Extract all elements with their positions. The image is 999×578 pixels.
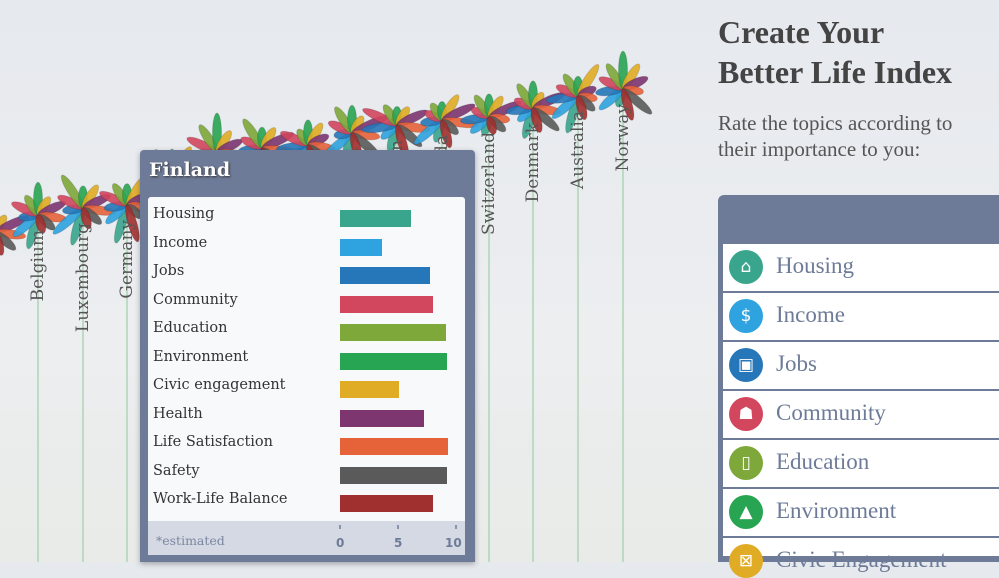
popup-country-name: Finland [149,159,231,181]
country-flower [595,50,653,121]
petal [620,88,635,121]
subtitle-line: importance to you: [761,137,921,161]
title-line: Better Life Index [718,54,953,90]
petal [439,119,453,149]
topic-label: Education [776,449,870,474]
topic-item-housing[interactable]: ⌂ Housing [723,242,999,291]
row-label: Education [153,320,228,336]
topic-label: Income [776,302,845,327]
topic-item-jobs[interactable]: ▣ Jobs [723,340,999,389]
petal [35,214,47,234]
topic-item-income[interactable]: $ Income [723,291,999,340]
subtitle: Rate the topics according to their impor… [718,110,993,162]
topic-item-civic-engagement[interactable]: ⊠ Civic Engagement [723,536,999,578]
row-label: Work-Life Balance [153,491,288,507]
row-label: Health [153,405,203,422]
country-flower [99,174,153,244]
popup-row: Housing [153,201,463,229]
row-label: Income [153,234,208,251]
ballot-icon: ⊠ [729,544,763,578]
row-bar [340,238,383,256]
country-label[interactable]: Norway [613,104,633,172]
row-label: Community [153,291,238,308]
estimated-note: *estimated [156,533,225,548]
petal [80,207,92,230]
petal [0,231,5,256]
topic-label: Environment [776,498,897,523]
popup-row: Income [153,230,463,258]
row-bar [340,295,433,313]
petal [575,95,588,121]
country-label[interactable]: Luxembourg [73,223,93,333]
popup-row: Community [153,287,463,315]
topic-label: Civic Engagement [776,547,947,572]
page-title: Create Your Better Life Index [718,12,999,92]
petal [530,107,543,133]
popup-row: Civic engagement [153,372,463,400]
country-label[interactable]: Switzerland [479,132,499,236]
row-bar [340,324,446,341]
topic-item-education[interactable]: ▯ Education [723,438,999,487]
popup-bars: Housing Income Jobs Community Education Envir… [148,197,465,555]
country-label[interactable]: Australia [568,111,588,190]
popup-footer: *estimated 0 5 10 [148,521,465,555]
money-icon: $ [729,299,763,333]
row-label: Safety [153,462,200,479]
topic-label: Jobs [776,351,817,376]
axis-tick: 0 [336,536,345,550]
country-flower [460,93,522,136]
row-bar [340,381,400,398]
house-icon: ⌂ [729,250,763,284]
topic-item-community[interactable]: ☗ Community [723,389,999,438]
row-label: Jobs [153,263,185,279]
row-label: Life Satisfaction [153,434,273,450]
tree-icon: ▲ [729,495,763,529]
country-detail-popup: Finland Housing Income Jobs Community Educat… [140,150,475,562]
people-icon: ☗ [729,397,763,431]
topic-label: Housing [776,253,854,278]
topic-rating-panel: ⌂ Housing $ Income ▣ Jobs ☗ Community ▯ Education… [718,195,999,578]
popup-row: Health [153,401,463,429]
petal [124,204,140,243]
popup-row: Environment [153,344,463,372]
briefcase-icon: ▣ [729,348,763,382]
country-flower [11,181,67,250]
axis-tick: 5 [394,536,403,550]
row-label: Environment [153,348,249,365]
row-bar [340,495,433,512]
subtitle-line: Rate the topics according to their [718,111,953,161]
row-bar [340,409,425,427]
popup-row: Life Satisfaction [153,429,463,457]
country-label[interactable]: Belgium [28,230,48,302]
country-label[interactable]: Germany [117,220,137,299]
row-label: Housing [153,206,215,222]
topic-label: Community [776,400,886,425]
row-bar [340,267,430,284]
country-flower [545,63,600,134]
tick-mark [339,525,341,529]
row-bar [340,210,412,227]
popup-row: Safety [153,458,463,486]
book-icon: ▯ [729,446,763,480]
tick-mark [397,525,399,529]
topic-item-environment[interactable]: ▲ Environment [723,487,999,536]
popup-row: Education [153,315,463,343]
row-bar [340,466,447,484]
row-label: Civic engagement [153,377,286,393]
popup-row: Work-Life Balance [153,486,463,514]
country-label[interactable]: Denmark [523,123,543,203]
petal [486,116,498,135]
tick-mark [455,525,457,529]
row-bar [340,352,447,370]
row-bar [340,438,448,455]
country-flower [505,80,566,139]
popup-row: Jobs [153,258,463,286]
country-flower [52,174,116,246]
title-line: Create Your [718,14,885,50]
axis-tick: 10 [445,536,462,550]
